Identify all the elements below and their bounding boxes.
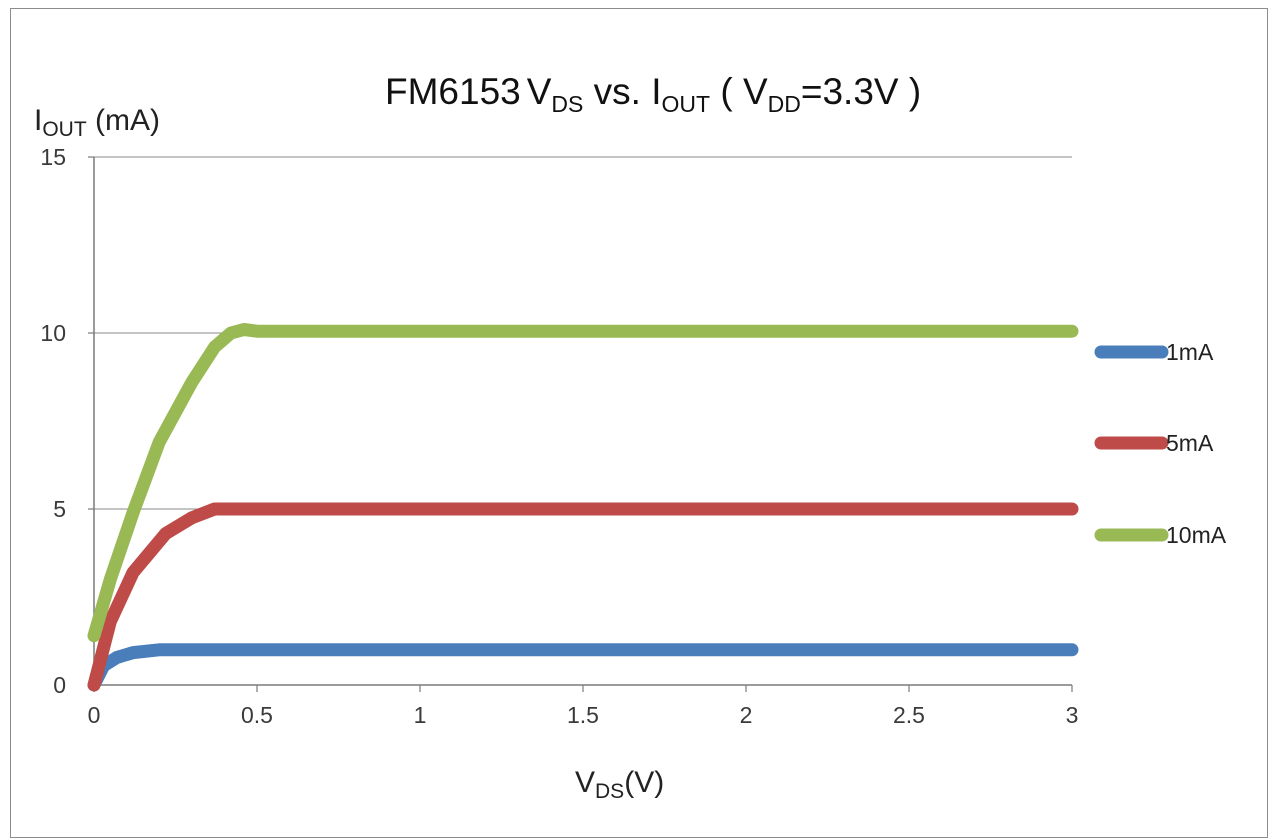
axes xyxy=(93,157,1072,686)
x-axis-title: VDS(V) xyxy=(575,766,664,803)
x-tick-label-2.5: 2.5 xyxy=(893,702,925,728)
x-tick-label-2: 2 xyxy=(740,702,753,728)
x-tick-label-1.5: 1.5 xyxy=(567,702,599,728)
x-tick-label-3: 3 xyxy=(1066,702,1079,728)
series-lines xyxy=(87,323,1079,692)
legend: 1mA 5mA 10mA xyxy=(1094,339,1227,548)
series-line-1mA xyxy=(87,643,1079,692)
x-tick-label-0.5: 0.5 xyxy=(241,702,273,728)
y-tick-labels: 0 5 10 15 xyxy=(40,144,94,698)
y-tick-label-5: 5 xyxy=(53,496,66,522)
x-tick-label-1: 1 xyxy=(414,702,427,728)
series-line-5mA xyxy=(87,502,1079,692)
legend-label-5mA: 5mA xyxy=(1166,430,1214,456)
x-tick-labels: 0 0.5 1 1.5 2 2.5 3 xyxy=(88,685,1079,728)
legend-label-10mA: 10mA xyxy=(1166,522,1227,548)
y-tick-label-15: 15 xyxy=(40,144,66,170)
line-chart: FM6153 VDS vs. IOUT ( VDD=3.3V ) IOUT (mA… xyxy=(34,71,1227,803)
y-tick-label-10: 10 xyxy=(40,320,66,346)
chart-title: FM6153 VDS vs. IOUT ( VDD=3.3V ) xyxy=(385,71,921,117)
chart-frame xyxy=(10,8,1268,838)
x-tick-label-0: 0 xyxy=(88,702,101,728)
series-line-10mA xyxy=(87,323,1079,643)
y-tick-label-0: 0 xyxy=(53,672,66,698)
y-axis-title: IOUT (mA) xyxy=(34,104,160,141)
legend-label-1mA: 1mA xyxy=(1166,339,1214,365)
